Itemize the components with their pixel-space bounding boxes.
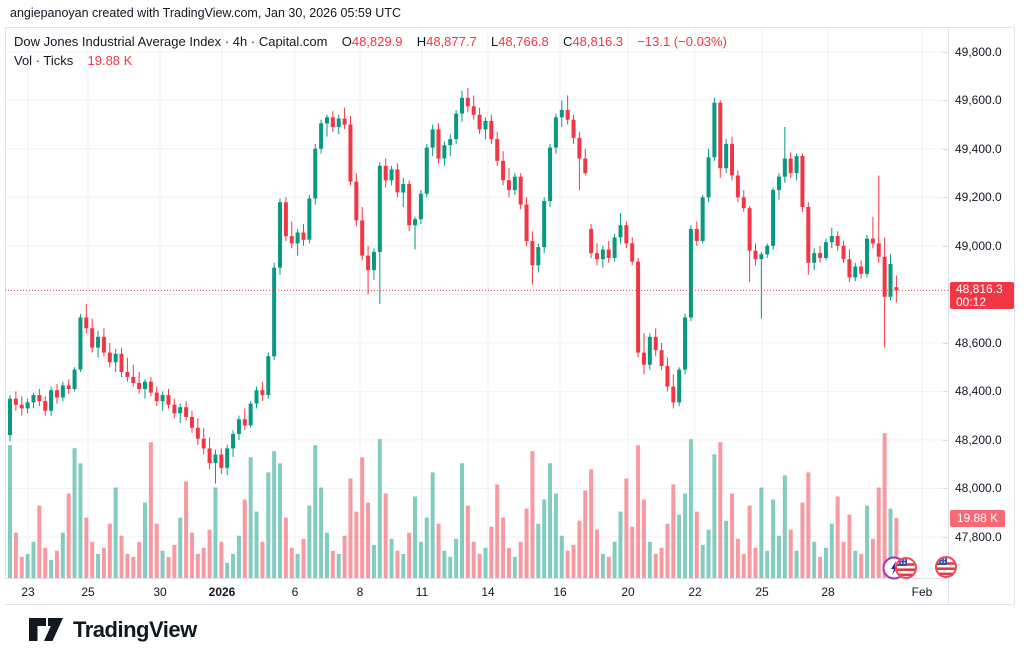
bar-countdown: 00:12	[956, 295, 987, 309]
symbol-interval[interactable]: 4h	[232, 34, 248, 49]
price-axis-label: 48,400.0	[955, 384, 1002, 398]
price-axis-tick	[943, 488, 948, 489]
price-axis-tick	[943, 440, 948, 441]
ohlc-low-label: L	[490, 34, 499, 49]
legend-sep: ·	[250, 34, 256, 49]
price-axis-label: 47,800.0	[955, 530, 1002, 544]
change-value: −13.1 (−0.03%)	[637, 34, 727, 49]
bottom-separator	[5, 604, 1015, 605]
event-icon-us-flag-2[interactable]	[935, 556, 957, 578]
price-axis-tick	[943, 197, 948, 198]
attribution-text: angiepanoyan created with TradingView.co…	[10, 6, 401, 20]
time-axis-label: 14	[481, 585, 495, 599]
price-axis-separator	[948, 27, 949, 604]
ohlc-high-label: H	[416, 34, 427, 49]
last-price-value: 48,816.3	[956, 282, 1003, 296]
time-axis-label: Feb	[911, 585, 933, 599]
ohlc-low-value: 48,766.8	[498, 34, 549, 49]
event-icon-us-flag[interactable]	[895, 557, 917, 579]
volume-study-value: 19.88 K	[87, 53, 133, 68]
time-axis-label: 6	[291, 585, 299, 599]
legend-sep: ·	[224, 34, 230, 49]
pane-left-border	[5, 27, 6, 578]
tradingview-logo-mark	[29, 618, 63, 641]
price-axis-tick	[943, 246, 948, 247]
price-axis-label: 49,400.0	[955, 142, 1002, 156]
time-axis-label: 28	[821, 585, 835, 599]
price-axis-label: 48,600.0	[955, 336, 1002, 350]
price-axis-label: 49,600.0	[955, 93, 1002, 107]
time-axis-label: 25	[81, 585, 95, 599]
price-axis-label: 49,000.0	[955, 239, 1002, 253]
time-axis-separator	[5, 578, 948, 579]
price-axis-tick	[943, 391, 948, 392]
time-axis-label: 30	[153, 585, 167, 599]
legend-row-symbol: Dow Jones Industrial Average Index · 4h …	[14, 33, 727, 50]
tradingview-logo-text: TradingView	[73, 616, 197, 642]
price-axis-tick	[943, 100, 948, 101]
flash-icon	[891, 561, 898, 575]
last-price-badge: 48,816.3 00:12	[950, 282, 1014, 309]
ohlc-high-value: 48,877.7	[426, 34, 477, 49]
chart-legend[interactable]: Dow Jones Industrial Average Index · 4h …	[14, 33, 727, 69]
time-axis-label: 22	[688, 585, 702, 599]
price-axis-tick	[943, 537, 948, 538]
ohlc-open-value: 48,829.9	[351, 34, 403, 49]
tradingview-logo[interactable]: TradingView	[28, 616, 197, 643]
volume-study-label[interactable]: Vol · Ticks	[14, 53, 74, 68]
ohlc-close-value: 48,816.3	[572, 34, 624, 49]
price-axis-label: 48,200.0	[955, 433, 1002, 447]
right-border	[1014, 27, 1015, 604]
price-axis-tick	[943, 149, 948, 150]
price-axis-tick	[943, 52, 948, 53]
ohlc-close-label: C	[563, 34, 573, 49]
economic-event-icons[interactable]	[882, 555, 962, 581]
time-axis-label: 20	[621, 585, 635, 599]
volume-value-badge: 19.88 K	[950, 510, 1005, 527]
candlestick-volume-chart[interactable]	[5, 27, 948, 578]
time-axis-label: 25	[755, 585, 769, 599]
time-axis-label: 11	[415, 585, 429, 599]
ohlc-open-label: O	[341, 34, 352, 49]
price-axis-label: 48,000.0	[955, 481, 1002, 495]
time-axis-label: 8	[356, 585, 364, 599]
top-separator	[5, 27, 1015, 28]
price-axis-tick	[943, 343, 948, 344]
time-axis-label: 16	[553, 585, 567, 599]
time-axis-label: 2026	[208, 585, 236, 599]
price-axis-label: 49,200.0	[955, 190, 1002, 204]
symbol-title[interactable]: Dow Jones Industrial Average Index	[14, 34, 222, 49]
time-axis-label: 23	[21, 585, 35, 599]
price-axis-label: 49,800.0	[955, 45, 1002, 59]
symbol-source[interactable]: Capital.com	[258, 34, 328, 49]
legend-row-volume: Vol · Ticks 19.88 K	[14, 52, 727, 69]
